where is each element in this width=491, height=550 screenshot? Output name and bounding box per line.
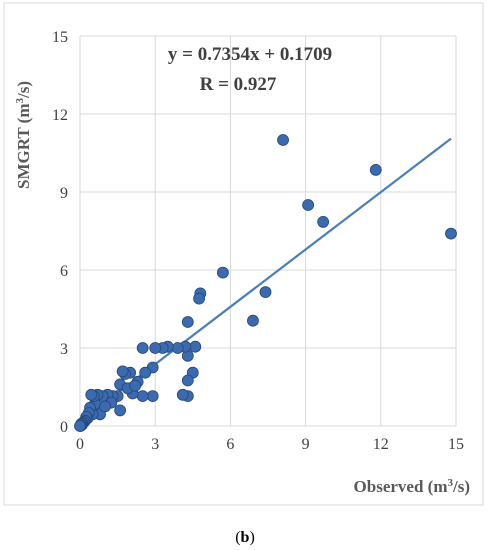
y-tick-labels: 0 3 6 9 12 15 [52,29,68,436]
data-point [247,314,259,327]
data-point [171,342,184,354]
x-tick-label: 12 [373,436,389,453]
x-tick-label: 15 [448,436,464,453]
data-point [189,340,202,353]
data-point [85,388,98,401]
x-tick-label: 3 [151,436,159,453]
x-axis-title-sup: 3 [448,477,454,489]
data-point [146,390,159,403]
data-point [136,342,149,354]
y-tick-label: 15 [52,29,68,46]
x-tick-label: 0 [76,436,84,453]
data-point [302,199,315,211]
y-axis-title-sup: 3 [14,97,26,103]
data-point [181,316,194,328]
x-tick-label: 6 [226,436,234,453]
data-point [369,163,382,176]
data-point [114,404,127,417]
data-point [99,400,111,413]
data-points [74,134,457,432]
correlation-value: R = 0.927 [200,74,277,95]
data-point [277,134,289,146]
data-point [176,388,189,401]
data-point [181,374,194,387]
y-axis-title: SMGRT (m3/s) [14,81,33,189]
y-tick-label: 0 [60,419,68,436]
figure-caption: (b) [235,529,255,546]
data-point [317,215,330,228]
y-tick-label: 3 [60,341,68,358]
x-axis-title: Observed (m3/s) [354,477,470,496]
x-tick-labels: 0 3 6 9 12 15 [76,436,464,453]
data-point [259,286,272,299]
regression-equation: y = 0.7354x + 0.1709 [168,44,332,65]
data-point [216,266,229,279]
data-point [149,342,162,354]
data-point [193,292,205,305]
y-tick-label: 6 [60,263,68,280]
data-point [136,390,149,403]
gridlines-x [79,36,457,426]
y-tick-label: 9 [60,185,68,202]
data-point [129,379,142,392]
data-point [74,420,86,432]
x-tick-label: 9 [302,436,310,453]
data-point [116,365,129,378]
y-tick-label: 12 [52,107,68,124]
data-point [445,227,457,240]
data-point [139,366,152,379]
